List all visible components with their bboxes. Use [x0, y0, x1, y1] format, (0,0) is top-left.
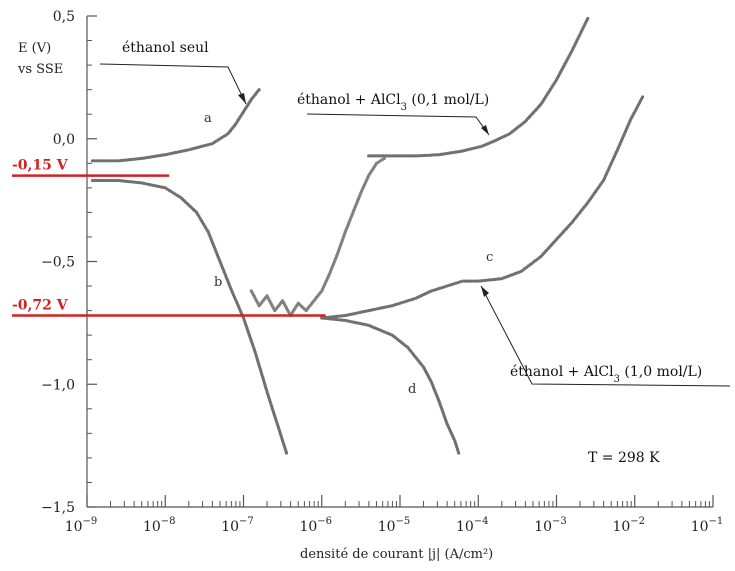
arrowhead-alcl3-10: [481, 286, 489, 297]
y-tick-label: −0,5: [41, 255, 75, 271]
x-tick-label: 10−8: [143, 516, 176, 535]
data-point: [257, 88, 261, 92]
series-upper-group: [367, 16, 590, 158]
data-point: [97, 159, 101, 163]
data-point: [105, 159, 110, 163]
x-tick-label: 10−4: [456, 516, 489, 535]
y-tick-label: 0,5: [53, 9, 75, 25]
data-point: [388, 154, 392, 158]
x-tick-label: 10−9: [65, 516, 98, 535]
data-point: [93, 178, 97, 183]
data-point: [382, 154, 386, 158]
series-a-group: [90, 88, 261, 163]
annotation-ethanol-seul: éthanol seul: [122, 40, 209, 56]
data-point: [401, 154, 405, 158]
series-b-group: [90, 178, 289, 455]
y-tick-label: −1,5: [41, 500, 75, 516]
data-point: [461, 279, 465, 283]
x-tick-label: 10−6: [299, 516, 332, 535]
annotation-alcl3-10: éthanol + AlCl3 (1,0 mol/L): [510, 364, 702, 385]
data-point: [375, 154, 379, 158]
curve-label-a: a: [204, 111, 212, 126]
data-point: [97, 178, 101, 183]
data-point: [114, 178, 118, 183]
data-point: [382, 156, 386, 160]
data-point: [105, 178, 110, 183]
y-tick-label: 0,0: [53, 132, 75, 148]
curve-label-c: c: [486, 250, 493, 265]
series-d-group: [320, 316, 461, 455]
data-point: [467, 279, 471, 283]
data-point: [641, 95, 645, 99]
x-tick-label: 10−7: [221, 516, 254, 535]
annotation-alcl3-01: éthanol + AlCl3 (0,1 mol/L): [297, 92, 489, 113]
data-point: [369, 154, 373, 158]
x-tick-label: 10−3: [534, 516, 567, 535]
data-point: [586, 16, 590, 21]
data-point: [101, 159, 105, 163]
annotation-temperature: T = 298 K: [588, 450, 660, 466]
leader-alcl3-01: [306, 113, 490, 136]
data-point: [284, 451, 289, 455]
data-point: [407, 154, 411, 158]
data-point: [472, 279, 476, 283]
arrowhead-ethanol-seul: [238, 93, 246, 104]
data-point: [469, 279, 474, 283]
data-point: [110, 178, 114, 183]
reference-line-label: -0,15 V: [12, 158, 69, 174]
data-point: [101, 178, 105, 183]
leader-alcl3-10: [480, 285, 731, 387]
curve-label-b: b: [214, 275, 222, 290]
data-point: [110, 159, 114, 163]
data-point: [457, 451, 461, 455]
data-point: [474, 279, 478, 283]
x-axis-label: densité de courant |j| (A/cm²): [300, 547, 493, 562]
data-point: [394, 154, 398, 158]
curve-label-d: d: [408, 382, 416, 397]
leader-ethanol-seul: [99, 63, 247, 105]
x-tick-label: 10−2: [612, 516, 645, 535]
y-axis-label-line2: vs SSE: [17, 62, 63, 77]
data-point: [465, 279, 469, 283]
reference-line-label: -0,72 V: [12, 298, 69, 314]
data-series: [90, 16, 645, 455]
data-point: [411, 154, 416, 158]
reference-lines: -0,15 V -0,72 V: [12, 158, 326, 317]
series-c-group: [320, 95, 645, 320]
arrowhead-alcl3-01: [481, 125, 489, 135]
axes: [86, 16, 713, 508]
x-tick-label: 10−1: [691, 516, 724, 535]
data-point: [93, 159, 97, 163]
y-axis-label-line1: E (V): [18, 41, 51, 56]
axis-ticks: 0,5 0,0 −0,5 −1,0 −1,510−9 10−8 10−7 10−6 10−5 10…: [41, 9, 723, 535]
series-scatter-group: [249, 156, 386, 318]
y-tick-label: −1,0: [41, 377, 75, 393]
data-point: [463, 279, 467, 283]
data-point: [114, 159, 118, 163]
x-tick-label: 10−5: [378, 516, 411, 535]
